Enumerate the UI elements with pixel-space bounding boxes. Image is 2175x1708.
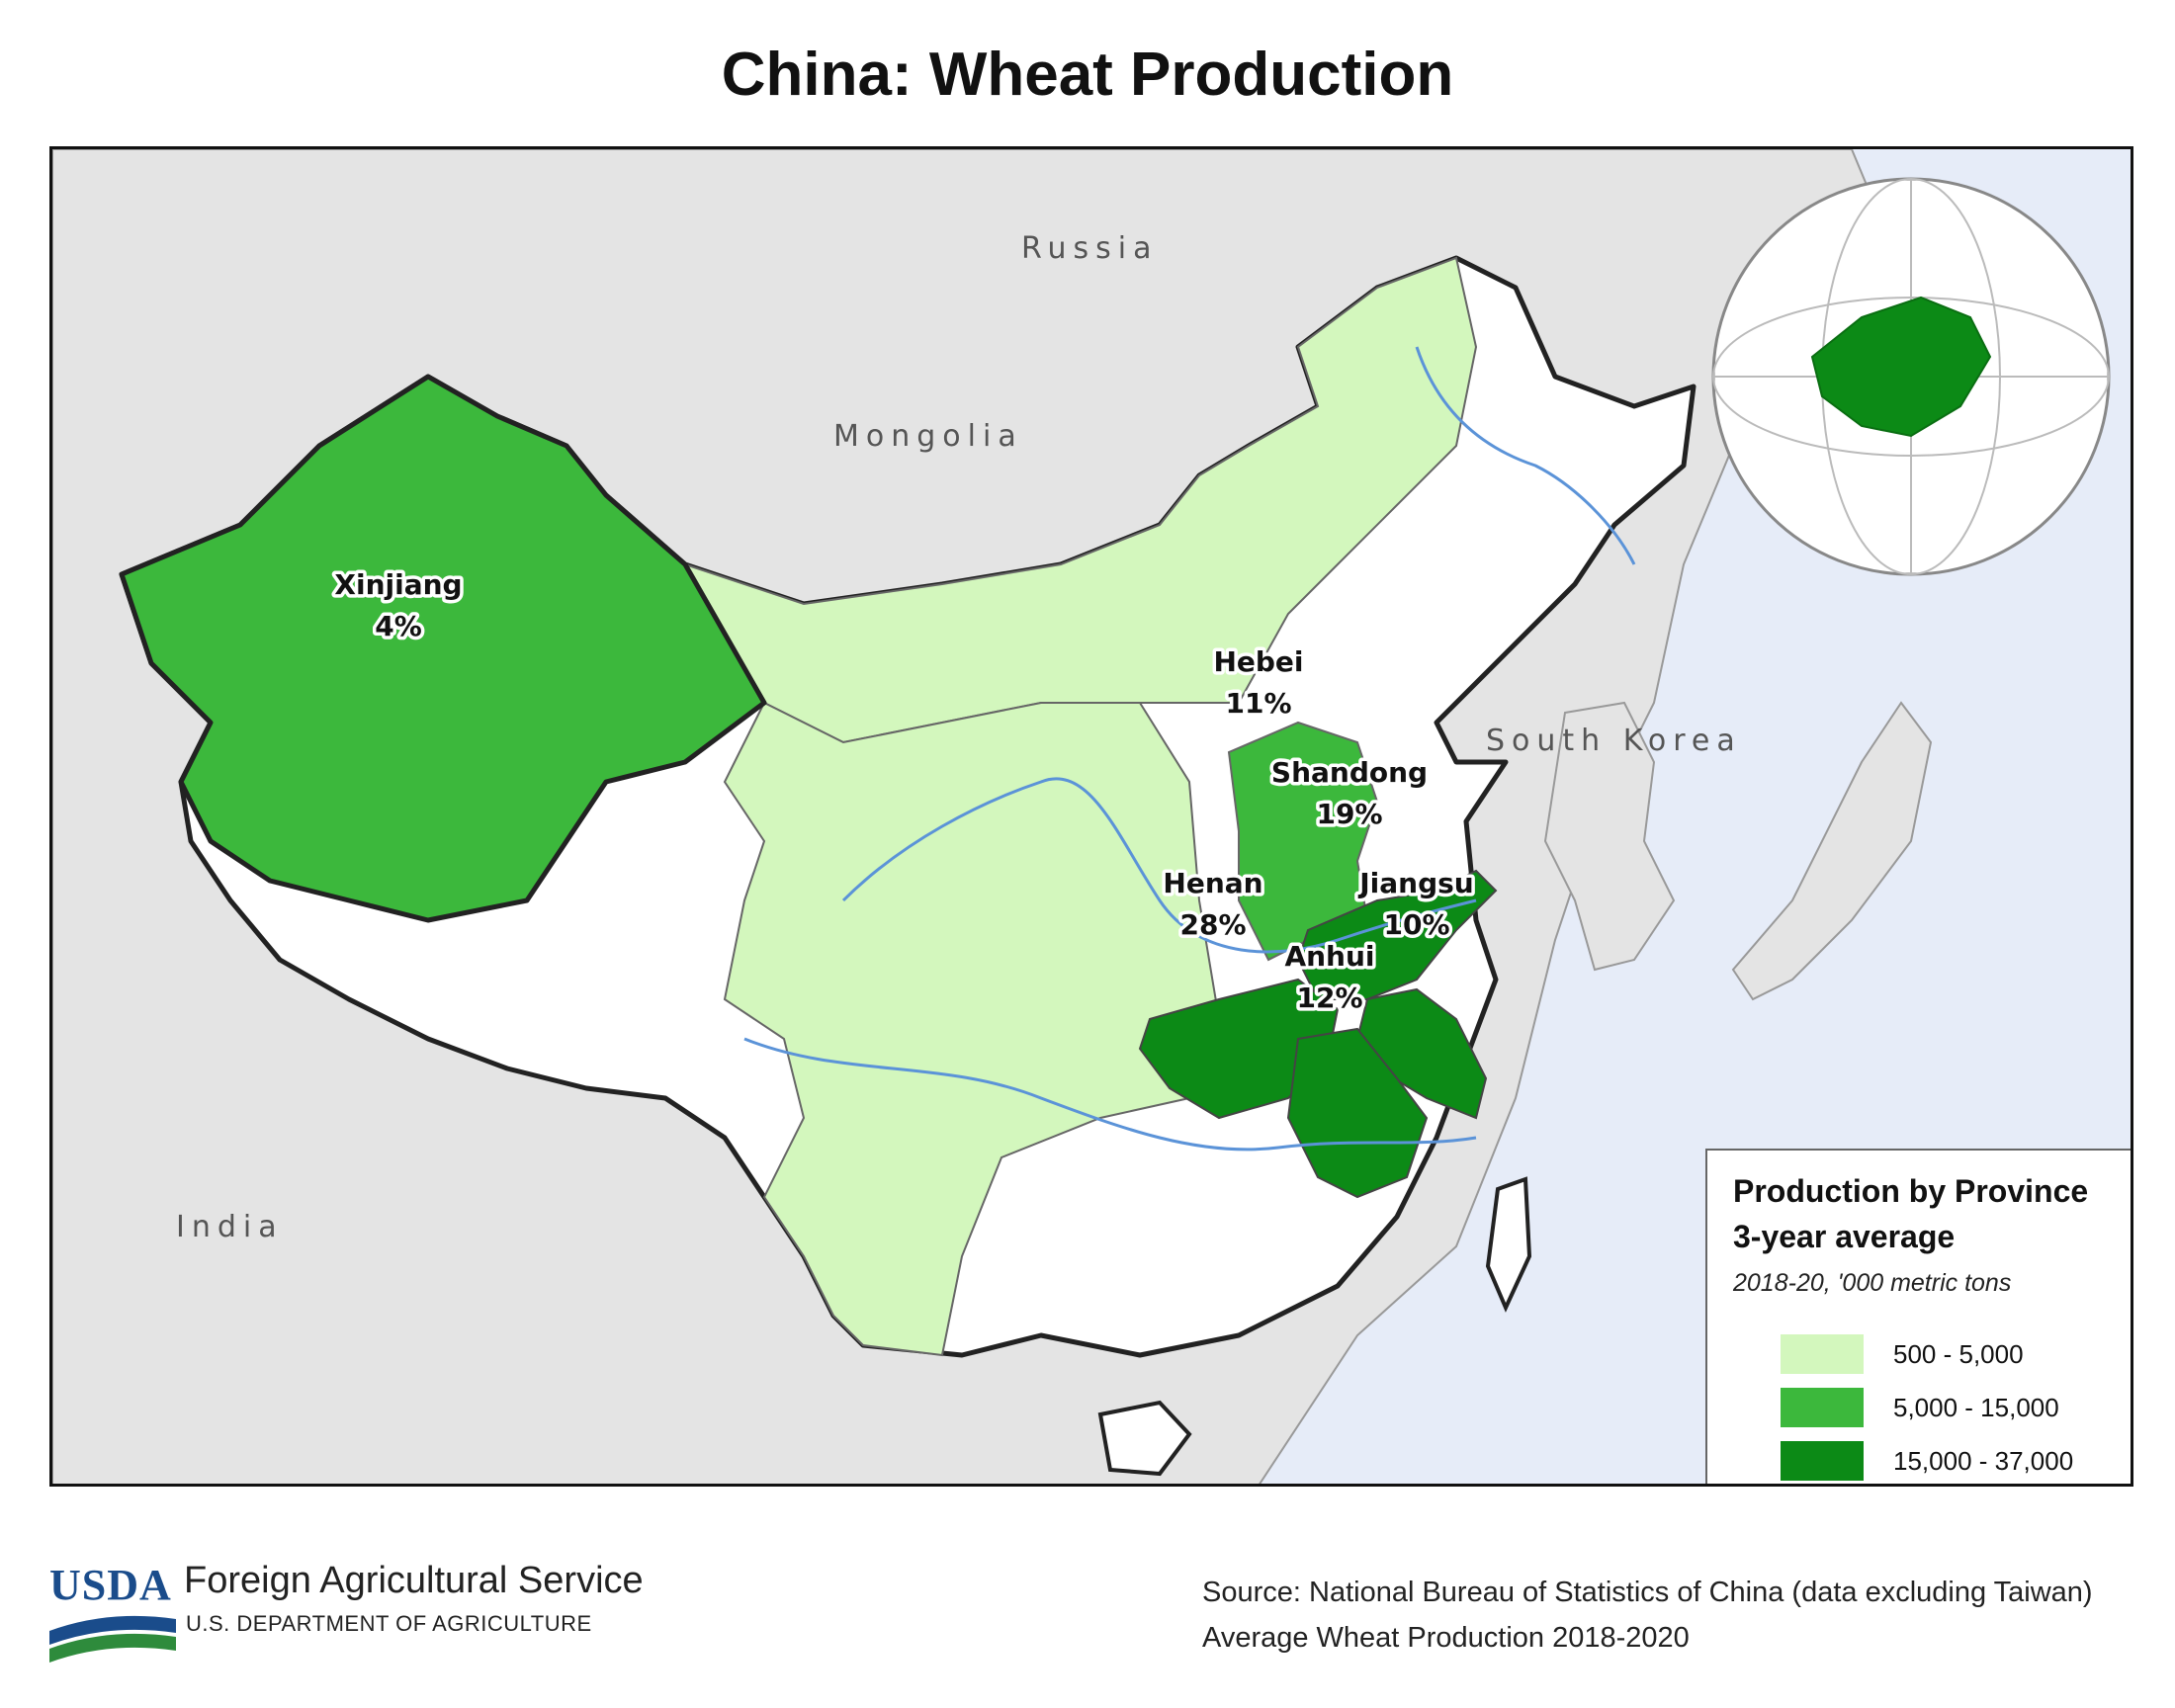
legend-range-high: 15,000 - 37,000	[1893, 1445, 2074, 1476]
province-xinjiang	[119, 374, 767, 923]
svg-text:19%: 19%	[1316, 798, 1382, 830]
svg-text:4%: 4%	[375, 610, 422, 642]
river-yangtze	[743, 1037, 1477, 1152]
legend-row-low: 500 - 5,000	[1781, 1327, 2131, 1381]
legend-classes: 500 - 5,000 5,000 - 15,000 15,000 - 37,0…	[1781, 1327, 2131, 1484]
province-label-anhui: Anhui 12%	[1281, 937, 1378, 1018]
province-anhui	[1286, 1027, 1429, 1199]
country-label-mongolia: Mongolia	[833, 419, 1023, 454]
river-yellow	[841, 777, 1477, 954]
source-line2: Average Wheat Production 2018-2020	[1202, 1622, 1690, 1654]
svg-text:Shandong: Shandong	[1271, 756, 1428, 789]
agency-department: U.S. DEPARTMENT OF AGRICULTURE	[186, 1611, 592, 1636]
map-legend: Production by Province 3-year average 20…	[1705, 1149, 2131, 1484]
japan-land	[1731, 701, 1933, 1001]
svg-text:11%: 11%	[1225, 687, 1291, 720]
province-label-henan: Henan 28%	[1160, 864, 1266, 945]
korea-land	[1543, 701, 1676, 972]
usda-logo-icon	[49, 1615, 176, 1663]
svg-text:10%: 10%	[1383, 908, 1449, 941]
svg-text:28%: 28%	[1179, 908, 1246, 941]
hainan-island	[1097, 1400, 1192, 1477]
province-shandong	[1296, 869, 1498, 1000]
legend-swatch-high	[1781, 1441, 1864, 1481]
legend-row-mid: 5,000 - 15,000	[1781, 1381, 2131, 1434]
page-title: China: Wheat Production	[721, 41, 1454, 109]
legend-title-line1: Production by Province	[1733, 1173, 2089, 1209]
legend-row-high: 15,000 - 37,000	[1781, 1434, 2131, 1484]
svg-text:12%: 12%	[1296, 982, 1362, 1014]
legend-swatch-mid	[1781, 1388, 1864, 1427]
legend-range-low: 500 - 5,000	[1893, 1338, 2024, 1369]
svg-text:Henan: Henan	[1163, 867, 1262, 899]
province-label-jiangsu: Jiangsu 10%	[1354, 864, 1478, 945]
locator-globe	[1711, 177, 2111, 576]
map-frame[interactable]: Russia Mongolia South Korea India Xinjia…	[49, 146, 2133, 1487]
svg-text:Anhui: Anhui	[1284, 940, 1374, 973]
source-note: Source: National Bureau of Statistics of…	[1202, 1570, 2151, 1661]
province-central-west	[723, 701, 1221, 1357]
china-map[interactable]: Russia Mongolia South Korea India Xinjia…	[52, 149, 2132, 1486]
taiwan-island	[1485, 1176, 1532, 1313]
country-label-russia: Russia	[1021, 231, 1159, 266]
usda-logo-text: USDA	[49, 1561, 172, 1609]
province-label-hebei: Hebei 11%	[1210, 642, 1307, 724]
legend-range-mid: 5,000 - 15,000	[1893, 1392, 2059, 1422]
source-line1: Source: National Bureau of Statistics of…	[1202, 1577, 2093, 1608]
svg-text:Jiangsu: Jiangsu	[1357, 867, 1474, 899]
legend-swatch-low	[1781, 1334, 1864, 1374]
country-label-south-korea: South Korea	[1486, 724, 1742, 758]
country-label-india: India	[176, 1210, 284, 1244]
legend-title-line2: 3-year average	[1733, 1219, 1956, 1254]
svg-text:Hebei: Hebei	[1213, 645, 1303, 678]
agency-name: Foreign Agricultural Service	[184, 1560, 644, 1601]
river-north	[1415, 346, 1636, 565]
svg-text:Xinjiang: Xinjiang	[334, 568, 462, 601]
province-label-xinjiang: Xinjiang 4%	[331, 565, 466, 646]
legend-subtitle: 2018-20, '000 metric tons	[1733, 1269, 2012, 1297]
province-label-shandong: Shandong 19%	[1267, 753, 1431, 834]
